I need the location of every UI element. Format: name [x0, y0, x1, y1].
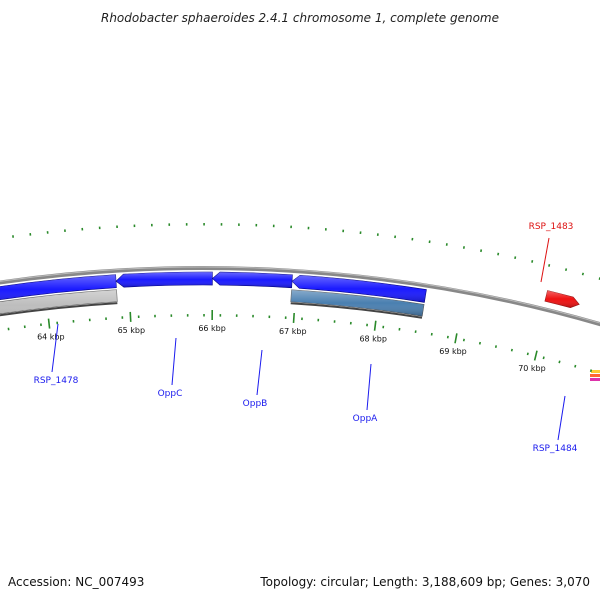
- gene-labels: RSP_1478 OppC OppB OppA RSP_1483 RSP_1484: [34, 222, 578, 454]
- gene-arrow-shading: [0, 274, 117, 300]
- outer-scale-ruler: [12, 222, 600, 280]
- gene-label[interactable]: RSP_1478: [34, 376, 79, 386]
- genome-summary: Topology: circular; Length: 3,188,609 bp…: [259, 575, 590, 589]
- gene-arrow-shading: [212, 272, 293, 288]
- gene-leader-line: [171, 337, 177, 386]
- gene-label[interactable]: OppC: [158, 389, 183, 399]
- gene-label[interactable]: RSP_1483: [529, 222, 574, 232]
- gene-label[interactable]: OppB: [243, 399, 268, 409]
- page-title: Rhodobacter sphaeroides 2.4.1 chromosome…: [101, 11, 499, 25]
- kbp-tick-label: 67 kbp: [279, 327, 307, 336]
- chromosome-backbone-highlight: [0, 266, 600, 324]
- gene-arrow-shading: [116, 272, 213, 288]
- gene-track: [0, 271, 580, 308]
- gene-leader-line: [366, 363, 372, 411]
- feature-block-shading: [0, 289, 118, 314]
- kbp-tick: [373, 320, 377, 331]
- kbp-tick-label: 69 kbp: [439, 347, 467, 356]
- kbp-tick: [292, 312, 295, 324]
- kbp-tick-label: 64 kbp: [37, 332, 65, 341]
- chromosome-backbone: [0, 266, 600, 327]
- gene-arrow-shading: [292, 275, 427, 303]
- kbp-tick: [129, 311, 132, 322]
- edge-feature: [590, 370, 600, 381]
- kbp-tick-label: 66 kbp: [198, 324, 226, 333]
- accession-label: Accession: NC_007493: [8, 575, 144, 589]
- kbp-tick: [454, 333, 458, 344]
- gene-label[interactable]: RSP_1484: [533, 444, 578, 454]
- feature-track: [0, 289, 425, 319]
- kbp-scale-ruler: 64 kbp 65 kbp 66 kbp 67 kbp 68 kbp 69 kbp 70 k…: [7, 310, 593, 373]
- kbp-tick: [533, 350, 538, 361]
- gene-label[interactable]: OppA: [353, 414, 379, 424]
- kbp-tick-label: 65 kbp: [118, 326, 146, 335]
- gene-arrow-shading: [544, 290, 580, 308]
- gene-leader-line: [557, 395, 566, 441]
- kbp-tick: [47, 318, 51, 329]
- kbp-tick-label: 68 kbp: [359, 335, 387, 344]
- feature-block-edge: [290, 302, 423, 319]
- gene-leader-line: [51, 323, 59, 373]
- gene-leader-line: [256, 349, 263, 396]
- feature-block-shading: [290, 289, 425, 317]
- feature-block-edge: [0, 302, 118, 317]
- kbp-tick-label: 70 kbp: [518, 364, 546, 373]
- gene-leader-line: [540, 237, 550, 283]
